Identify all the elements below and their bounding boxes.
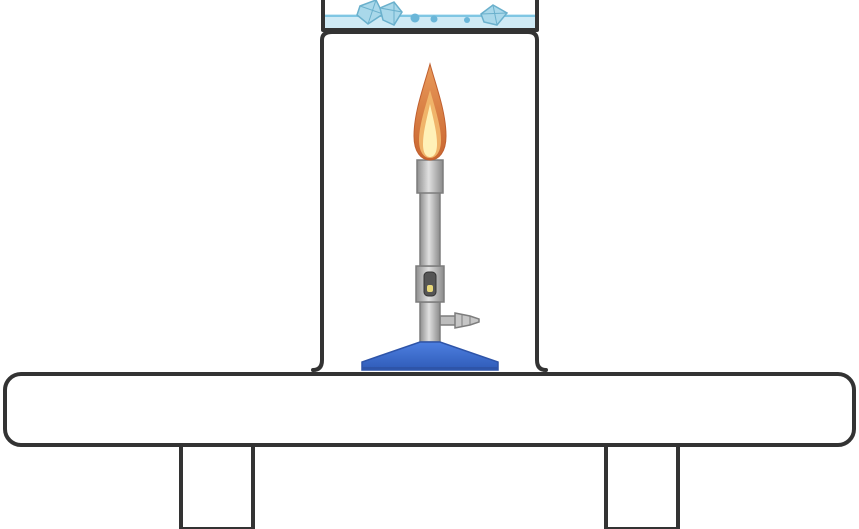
crystal [379,1,403,26]
bubble [464,17,470,23]
crystal [356,0,384,25]
air-hole [423,271,437,297]
burner-barrel-lower [419,301,441,343]
bunsen-burner [361,159,499,371]
beaker [321,0,539,32]
table-leg-right [604,442,680,529]
flame-inner [423,104,437,157]
gas-inlet [439,312,480,329]
burner-barrel-upper [419,191,441,267]
beaker-glass [321,0,539,32]
burner-base [361,341,499,371]
bubble [430,15,438,23]
crystal [480,4,509,26]
table-top [3,372,856,447]
burner-nozzle [416,159,444,194]
table-leg-left [179,442,255,529]
flame [413,62,447,161]
bubble [410,13,420,23]
